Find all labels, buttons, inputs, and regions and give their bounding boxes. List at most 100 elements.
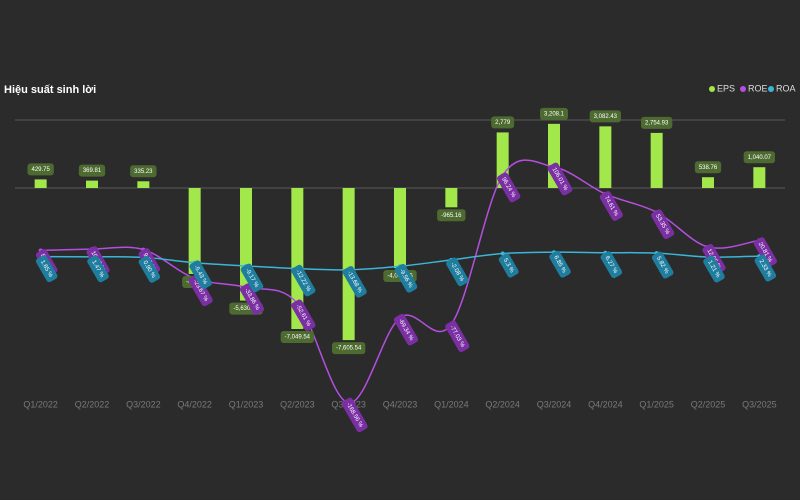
- data-label-text: -7,605.54: [336, 346, 362, 352]
- x-tick-label: Q1/2024: [434, 399, 469, 409]
- data-label-box: [651, 251, 674, 279]
- legend-marker: [709, 86, 715, 92]
- data-label-text: 429.75: [31, 167, 50, 173]
- legend-label: ROA: [776, 83, 796, 93]
- data-label-box: [651, 209, 675, 240]
- data-label-box: [394, 263, 418, 293]
- data-label: -2.08 %: [446, 257, 469, 287]
- x-tick-label: Q2/2024: [485, 399, 520, 409]
- data-label: 6.27 %: [600, 251, 623, 279]
- bar: [394, 188, 406, 269]
- data-label: 5.3 %: [498, 253, 519, 278]
- data-label: 2,779: [491, 116, 515, 129]
- data-label-text: 2,754.93: [645, 120, 669, 126]
- data-label-box: [291, 264, 316, 297]
- data-label-box: [754, 254, 777, 282]
- x-tick-label: Q1/2025: [639, 399, 674, 409]
- data-label: 538.76: [694, 161, 722, 174]
- data-label: 1,040.07: [743, 151, 776, 164]
- bar: [188, 188, 201, 274]
- bar: [86, 180, 98, 188]
- data-label-box: [35, 255, 58, 283]
- data-label-box: [600, 251, 623, 279]
- data-label: 5.82 %: [651, 251, 674, 279]
- x-tick-label: Q3/2025: [742, 399, 777, 409]
- data-label-box: [280, 330, 315, 343]
- data-label-box: [189, 260, 212, 290]
- data-label-box: [491, 116, 515, 129]
- bar: [599, 126, 612, 188]
- data-label-box: [640, 116, 673, 129]
- labels: 429.75369.81335.23-4,298-5,630.39-7,049.…: [27, 107, 777, 433]
- data-label-box: [331, 342, 366, 355]
- x-tick-label: Q3/2022: [126, 399, 161, 409]
- data-label-box: [547, 162, 573, 196]
- data-label-box: [445, 320, 470, 353]
- data-label-box: [589, 110, 622, 123]
- data-label-box: [694, 161, 722, 174]
- bar: [702, 177, 714, 188]
- data-label-box: [498, 253, 519, 278]
- x-tick-label: Q4/2022: [177, 399, 212, 409]
- data-label-box: [240, 263, 264, 293]
- data-label-box: [497, 172, 521, 203]
- data-label-box: [703, 255, 725, 283]
- data-label-box: [341, 397, 368, 433]
- data-label-text: 335.23: [134, 169, 153, 175]
- legend-label: EPS: [717, 83, 735, 93]
- data-label: 429.75: [27, 163, 54, 176]
- data-label: -7,605.54: [331, 342, 366, 355]
- data-label-text: -965.16: [441, 213, 462, 219]
- data-label-box: [599, 191, 623, 221]
- legend-label: ROE: [748, 83, 768, 93]
- data-label-box: [188, 274, 213, 307]
- legend-marker: [768, 86, 774, 92]
- data-label: 74.61 %: [599, 191, 623, 221]
- data-label-text: 1,040.07: [748, 155, 772, 161]
- x-tick-label: Q2/2023: [280, 399, 315, 409]
- x-tick-label: Q2/2022: [75, 399, 110, 409]
- data-label-text: 3,208.1: [544, 111, 565, 117]
- data-label: 2,754.93: [640, 116, 673, 129]
- bar: [34, 179, 47, 188]
- data-label-box: [549, 250, 571, 278]
- data-label: 6.85 %: [549, 250, 571, 278]
- data-label-box: [743, 151, 776, 164]
- bar: [291, 188, 304, 329]
- bar: [137, 181, 150, 188]
- data-label: 3,208.1: [539, 107, 569, 120]
- x-tick-label: Q4/2024: [588, 399, 623, 409]
- bars: [34, 123, 766, 341]
- data-label-box: [239, 283, 265, 315]
- data-label-text: 3,082.43: [594, 114, 618, 120]
- bar: [650, 132, 663, 188]
- data-label: 3,082.43: [589, 110, 622, 123]
- chart-title: Hiệu suất sinh lời: [4, 84, 96, 96]
- bar: [445, 188, 458, 208]
- data-label-text: -5,630.39: [233, 306, 259, 312]
- data-label-box: [138, 255, 161, 283]
- data-label: -965.16: [437, 209, 466, 222]
- data-label-box: [27, 163, 54, 176]
- data-label: 369.81: [78, 164, 106, 177]
- data-label-box: [446, 257, 469, 287]
- x-tick-label: Q1/2022: [23, 399, 58, 409]
- data-label-box: [87, 255, 109, 283]
- x-tick-label: Q1/2023: [229, 399, 264, 409]
- bar: [753, 167, 766, 188]
- data-label-box: [78, 164, 106, 177]
- line-point: [500, 251, 505, 256]
- x-tick-label: Q2/2025: [691, 399, 726, 409]
- data-label-box: [291, 299, 316, 332]
- data-label: -77.03 %: [445, 320, 470, 353]
- data-label: -7,049.54: [280, 330, 315, 343]
- data-label-box: [342, 266, 367, 298]
- data-label: 335.23: [130, 165, 157, 178]
- data-label-text: 369.81: [83, 168, 102, 174]
- data-label-box: [393, 313, 419, 346]
- legend-marker: [740, 86, 746, 92]
- data-label-text: -7,049.54: [285, 335, 311, 341]
- x-tick-label: Q4/2023: [383, 399, 418, 409]
- bar: [342, 188, 355, 341]
